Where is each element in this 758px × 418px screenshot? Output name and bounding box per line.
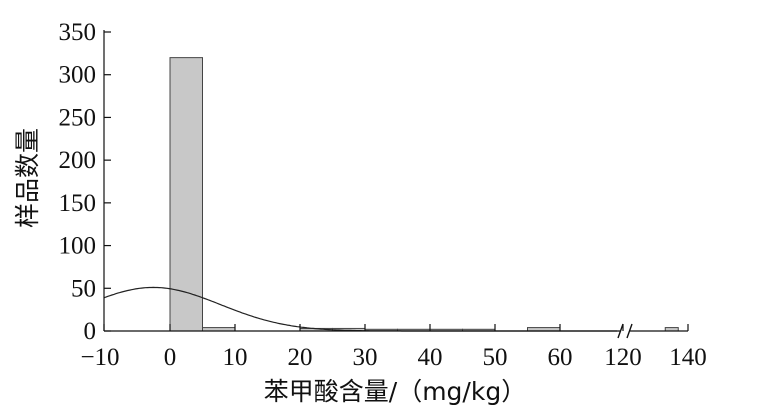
x-tick-label-3: 20 bbox=[288, 344, 313, 371]
y-tick-label-2: 100 bbox=[59, 233, 97, 260]
axis-break-mark-1 bbox=[617, 323, 624, 339]
x-tick-label-5: 40 bbox=[418, 344, 443, 371]
x-tick-label-0: −10 bbox=[80, 344, 119, 371]
x-tick-label-7: 60 bbox=[548, 344, 573, 371]
x-tick-label-1: 0 bbox=[164, 344, 177, 371]
y-tick-label-5: 250 bbox=[59, 104, 97, 131]
histogram-bars bbox=[169, 57, 679, 332]
x-tick-label-9: 140 bbox=[669, 344, 707, 371]
x-tick-label-4: 30 bbox=[353, 344, 378, 371]
y-tick-label-6: 300 bbox=[59, 62, 97, 89]
x-tick-label-2: 10 bbox=[223, 344, 248, 371]
axes bbox=[103, 30, 689, 339]
x-axis-title: 苯甲酸含量/（mg/kg） bbox=[264, 377, 526, 406]
x-tick-label-6: 50 bbox=[483, 344, 508, 371]
y-tick-label-0: 0 bbox=[84, 318, 97, 345]
axis-break-mark-2 bbox=[626, 323, 633, 339]
y-axis-title: 样品数量 bbox=[13, 128, 42, 228]
x-tick-label-8: 120 bbox=[604, 344, 642, 371]
y-tick-label-3: 150 bbox=[59, 190, 97, 217]
y-tick-label-7: 350 bbox=[59, 19, 97, 46]
y-tick-label-4: 200 bbox=[59, 147, 97, 174]
y-tick-label-1: 50 bbox=[71, 275, 96, 302]
histogram-bar-0 bbox=[169, 57, 203, 332]
